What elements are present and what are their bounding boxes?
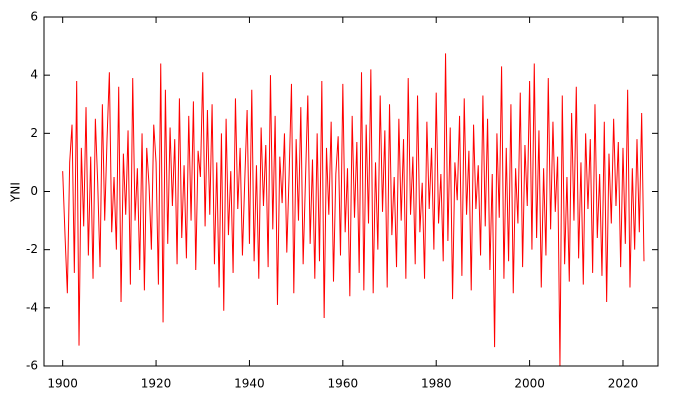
x-tick-label: 2000	[514, 377, 545, 391]
plot-frame	[43, 16, 659, 367]
y-tick-label: 6	[30, 10, 38, 24]
y-tick-label: 4	[30, 68, 38, 82]
x-tick-label: 1980	[421, 377, 452, 391]
y-tick-label: -2	[26, 242, 38, 256]
y-axis-label: YNI	[9, 182, 23, 203]
x-tick-label: 2020	[608, 377, 639, 391]
x-tick-label: 1920	[141, 377, 172, 391]
y-tick-label: -4	[26, 300, 38, 314]
y-tick-label: -6	[26, 359, 38, 373]
y-tick-label: 0	[30, 184, 38, 198]
x-tick-label: 1900	[47, 377, 78, 391]
x-tick-label: 1940	[234, 377, 265, 391]
y-tick-label: 2	[30, 126, 38, 140]
x-tick-label: 1960	[328, 377, 359, 391]
data-line	[62, 53, 645, 367]
